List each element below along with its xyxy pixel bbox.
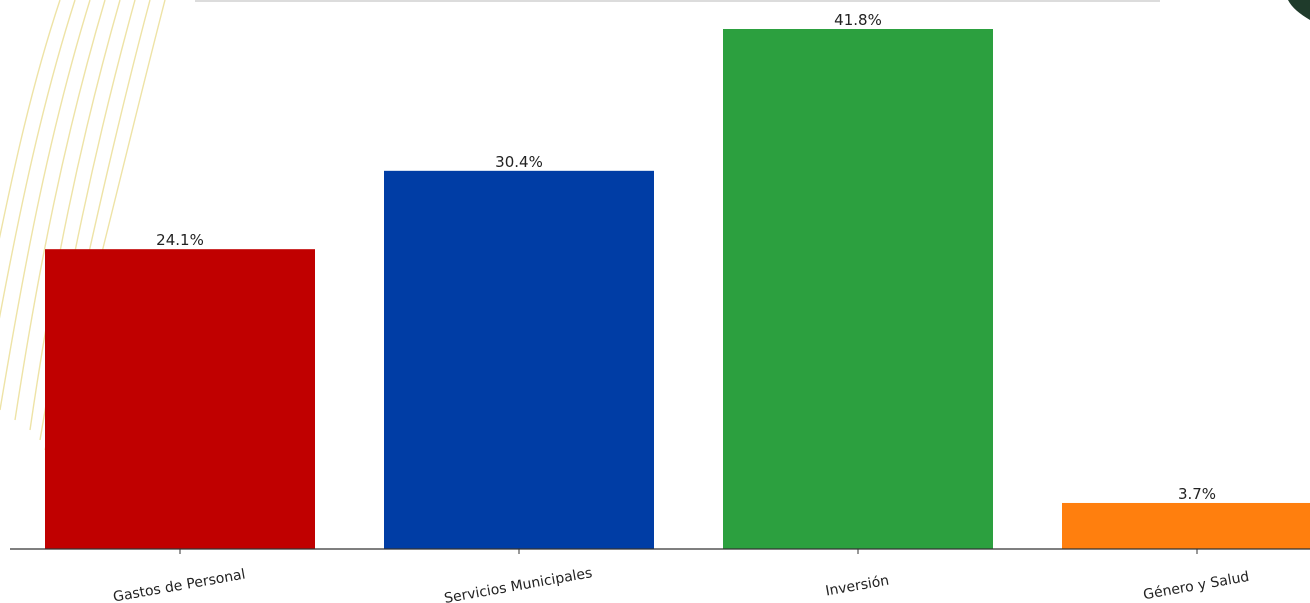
bar-genero-y-salud — [1062, 502, 1310, 549]
x-tick-label-gastos-de-personal: Gastos de Personal — [112, 567, 247, 603]
value-label-inversion: 41.8% — [834, 11, 882, 29]
value-label-servicios-municipales: 30.4% — [495, 153, 543, 171]
x-tick-label-servicios-municipales: Servicios Municipales — [443, 565, 593, 603]
value-label-gastos-de-personal: 24.1% — [156, 231, 204, 249]
corner-decoration — [1288, 0, 1310, 20]
bar-inversion — [723, 29, 993, 549]
bar-gastos-de-personal — [45, 249, 315, 549]
x-tick-label-genero-y-salud: Género y Salud — [1142, 569, 1250, 603]
x-tick-label-inversion: Inversión — [824, 573, 890, 600]
value-label-genero-y-salud: 3.7% — [1178, 485, 1216, 503]
bar-servicios-municipales — [384, 170, 654, 549]
